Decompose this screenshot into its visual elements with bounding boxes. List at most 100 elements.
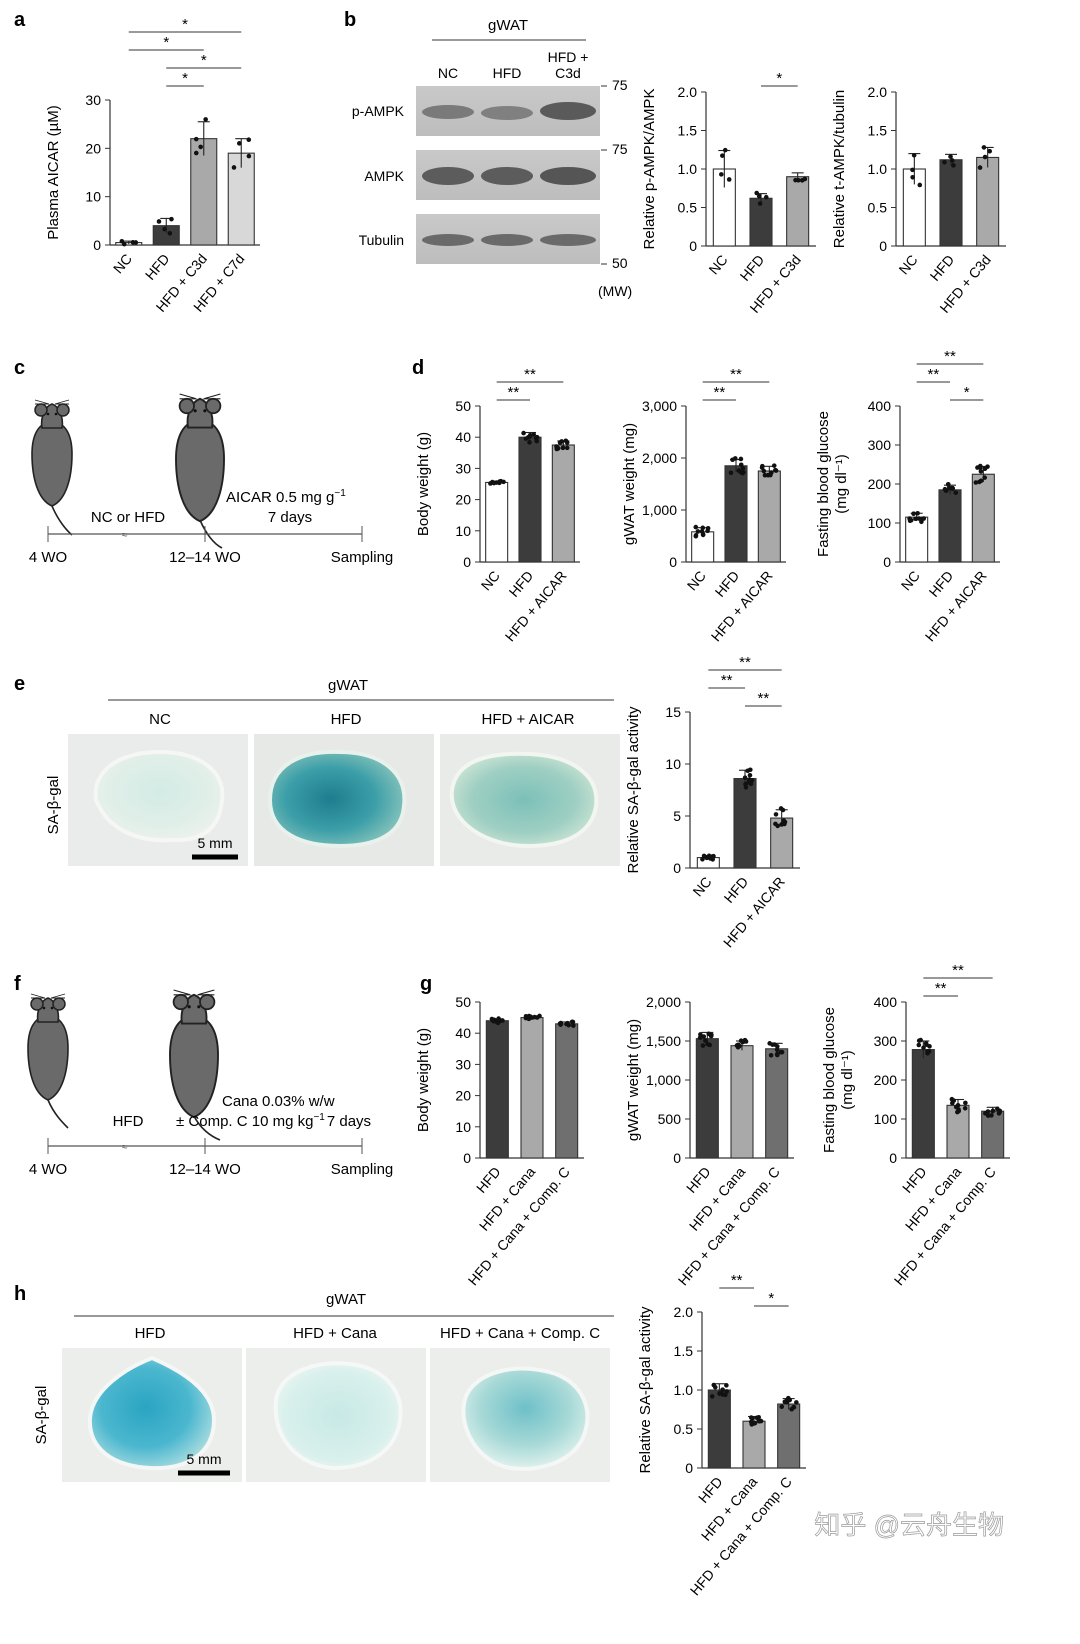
y-axis-label-d2: gWAT weight (mg) bbox=[621, 423, 638, 545]
sig-star-a: * bbox=[182, 16, 188, 33]
data-point-g3 bbox=[926, 1049, 932, 1054]
sig-star-a: * bbox=[201, 52, 207, 69]
y-axis-label2-d3: (mg dl⁻¹) bbox=[833, 454, 850, 514]
tissue-h-hfd bbox=[87, 1355, 217, 1471]
scheme-c-t0: 4 WO bbox=[29, 549, 67, 566]
data-point-g1 bbox=[496, 1016, 501, 1021]
y-tick-label-h: 2.0 bbox=[674, 1304, 694, 1320]
data-point-e bbox=[746, 777, 752, 782]
data-point-b2 bbox=[917, 182, 923, 188]
y-tick-label-a: 30 bbox=[85, 92, 101, 108]
data-point-e bbox=[745, 768, 751, 774]
bar-d3-0 bbox=[905, 516, 929, 563]
data-point-d3 bbox=[978, 469, 984, 474]
scheme-c-t1: 12–14 WO bbox=[169, 549, 241, 566]
chart-g3: 0 100 200 300 400 Fasting blood glucose (mg dl… bbox=[821, 962, 1010, 1288]
band-ampk-c3d bbox=[540, 167, 596, 185]
x-tick-label-e-0: NC bbox=[689, 874, 714, 900]
y-tick-label-b1: 0.5 bbox=[678, 200, 698, 216]
data-point-g2 bbox=[778, 1049, 784, 1055]
y-axis-label-d1: Body weight (g) bbox=[415, 432, 432, 536]
data-point-e bbox=[773, 812, 779, 817]
data-point-d1 bbox=[497, 479, 502, 484]
tissue-e-nc bbox=[93, 749, 225, 843]
x-tick-label-b2-1: HFD bbox=[927, 252, 958, 284]
data-point-d3 bbox=[977, 479, 982, 485]
band-pampk-nc bbox=[422, 105, 474, 119]
data-point-b2 bbox=[910, 175, 915, 180]
sig-star-a: * bbox=[182, 70, 188, 87]
x-tick-label-g2-0: HFD bbox=[683, 1164, 714, 1196]
x-tick-label-e-1: HFD bbox=[721, 874, 752, 906]
western-blot: gWAT NC HFD HFD + C3d p-AMPK AMPK Tubuli… bbox=[352, 17, 632, 299]
data-point-b2 bbox=[981, 145, 987, 150]
data-point-d2 bbox=[693, 533, 699, 539]
x-tick-label-a-1: HFD bbox=[142, 251, 173, 283]
data-point-e bbox=[747, 772, 753, 778]
x-tick-label-d2-0: NC bbox=[684, 568, 709, 594]
mouse-icon-c2 bbox=[175, 393, 225, 523]
data-point-a bbox=[121, 241, 127, 247]
data-point-d1 bbox=[559, 439, 564, 444]
sig-star-d3: * bbox=[964, 384, 970, 401]
x-tick-label-d2-1: HFD bbox=[712, 568, 743, 600]
data-point-d2 bbox=[732, 456, 738, 461]
y-axis-label2-g3: (mg dl⁻¹) bbox=[839, 1050, 856, 1110]
panel-letter-c: c bbox=[14, 357, 25, 379]
bar-d2-1 bbox=[724, 465, 748, 563]
data-point-e bbox=[710, 854, 716, 860]
y-tick-label-d3: 200 bbox=[868, 476, 892, 492]
data-point-d3 bbox=[908, 517, 914, 523]
band-ampk-hfd bbox=[481, 167, 533, 185]
y-tick-label-e: 5 bbox=[673, 808, 681, 824]
y-tick-label-g1: 50 bbox=[455, 994, 471, 1010]
sig-star-g3: ** bbox=[952, 962, 964, 979]
data-point-a bbox=[193, 150, 199, 156]
x-tick-label-g1-0: HFD bbox=[473, 1164, 504, 1196]
data-point-g2 bbox=[705, 1041, 710, 1047]
y-tick-label-e: 0 bbox=[673, 860, 681, 876]
bar-e-1 bbox=[733, 778, 757, 869]
blot-row-pampk: p-AMPK bbox=[352, 103, 405, 119]
y-tick-label-b1: 2.0 bbox=[678, 84, 698, 100]
data-point-d1 bbox=[560, 445, 566, 451]
scheme-c-days: 7 days bbox=[268, 509, 312, 526]
data-point-g2 bbox=[709, 1032, 714, 1038]
data-point-d2 bbox=[738, 462, 744, 468]
y-tick-label-a: 20 bbox=[85, 140, 101, 156]
sig-star-d3: ** bbox=[927, 366, 939, 383]
y-tick-label-b1: 1.5 bbox=[678, 123, 698, 139]
y-tick-label-b2: 0.5 bbox=[868, 200, 888, 216]
bar-d1-0 bbox=[485, 481, 509, 563]
y-tick-label-g3: 200 bbox=[874, 1072, 898, 1088]
bar-g2-0 bbox=[695, 1038, 719, 1159]
bar-h-1 bbox=[742, 1420, 766, 1469]
bar-g1-1 bbox=[520, 1017, 544, 1159]
data-point-a bbox=[156, 219, 162, 224]
data-point-h bbox=[752, 1420, 758, 1426]
y-tick-label-g3: 100 bbox=[874, 1111, 898, 1127]
data-point-b2 bbox=[942, 159, 947, 165]
band-tub-c3d bbox=[540, 234, 596, 246]
y-tick-label-d1: 0 bbox=[463, 554, 471, 570]
y-tick-label-a: 10 bbox=[85, 189, 101, 205]
y-axis-label-b2: Relative t-AMPK/tubulin bbox=[831, 90, 848, 248]
y-axis-label-b1: Relative p-AMPK/AMPK bbox=[641, 89, 658, 250]
data-point-a bbox=[167, 230, 173, 236]
bar-d3-2 bbox=[971, 473, 995, 563]
data-point-g3 bbox=[989, 1113, 994, 1118]
y-tick-label-h: 1.0 bbox=[674, 1382, 694, 1398]
data-point-d2 bbox=[768, 472, 773, 478]
data-point-a bbox=[237, 141, 242, 146]
y-tick-label-d3: 400 bbox=[868, 398, 892, 414]
data-point-g2 bbox=[772, 1042, 777, 1047]
blot-lane-nc: NC bbox=[438, 65, 458, 81]
data-point-g3 bbox=[962, 1105, 968, 1111]
data-point-b2 bbox=[948, 154, 953, 159]
x-tick-label-d2-2: HFD + AICAR bbox=[708, 568, 776, 645]
data-point-g2 bbox=[767, 1041, 772, 1046]
data-point-g3 bbox=[955, 1102, 961, 1108]
data-point-b2 bbox=[949, 158, 955, 163]
